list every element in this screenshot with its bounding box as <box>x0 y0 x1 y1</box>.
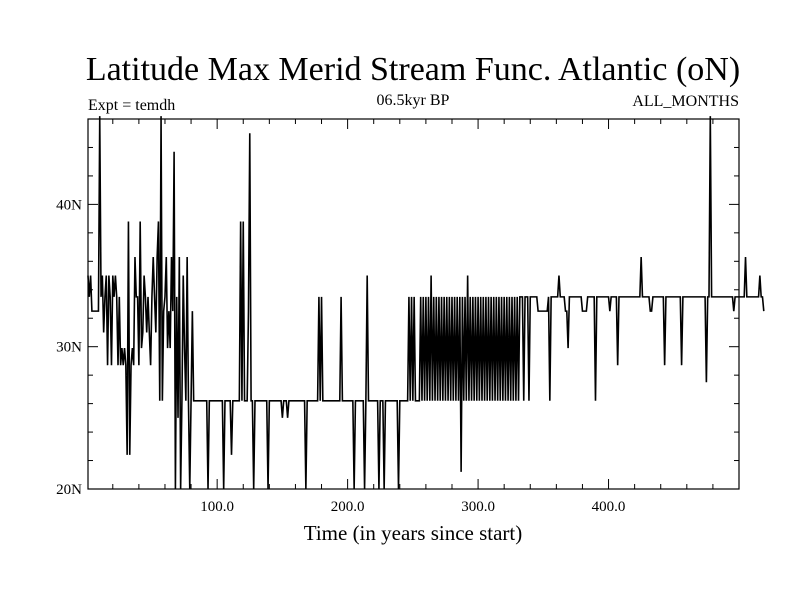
axis-ticks: 100.0 200.0 300.0 400.0 20N 30N 40N <box>56 119 739 515</box>
months-label: ALL_MONTHS <box>632 93 739 110</box>
y-tick-label: 30N <box>56 340 82 356</box>
x-tick-label: 100.0 <box>200 499 234 515</box>
x-tick-label: 200.0 <box>331 499 365 515</box>
period-label: 06.5kyr BP <box>377 92 450 109</box>
series-line <box>87 116 765 490</box>
x-tick-label: 300.0 <box>461 499 495 515</box>
x-axis-label: Time (in years since start) <box>304 521 523 545</box>
x-tick-label: 400.0 <box>592 499 626 515</box>
plot-frame <box>87 118 740 490</box>
chart-title: Latitude Max Merid Stream Func. Atlantic… <box>86 51 740 88</box>
y-tick-label: 40N <box>56 197 82 213</box>
y-tick-label: 20N <box>56 482 82 498</box>
experiment-label: Expt = temdh <box>88 97 175 114</box>
